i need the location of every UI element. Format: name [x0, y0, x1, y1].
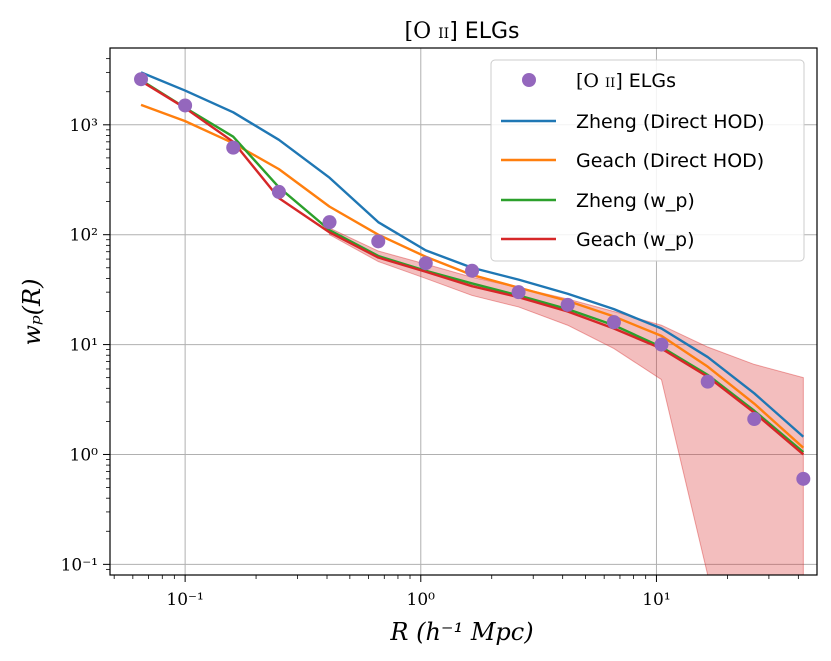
title-rest: ] ELGs [449, 19, 519, 44]
x-axis-label: R (h⁻¹ Mpc) [389, 618, 533, 646]
legend-label-points: [O II] ELGs [576, 70, 676, 92]
data-point [322, 215, 337, 230]
legend-label-geach-wp: Geach (w_p) [576, 229, 695, 251]
ticks-layer: 10⁻¹ 10⁰ 10¹ 10⁻¹ 10⁰ 10¹ 10² 10³ [61, 58, 799, 610]
legend-marker-points [522, 73, 536, 87]
data-point [747, 412, 762, 427]
data-point [418, 256, 433, 271]
data-point [178, 98, 193, 113]
title-bracket: [O [405, 19, 439, 44]
y-tick-label: 10¹ [70, 336, 98, 356]
y-axis-label: wₚ(R) [18, 279, 46, 346]
legend-label-zheng-wp: Zheng (w_p) [576, 190, 695, 212]
legend-label-zheng-direct: Zheng (Direct HOD) [576, 111, 765, 133]
error-band-layer [329, 227, 804, 576]
x-tick-label: 10⁰ [407, 590, 436, 610]
data-point [511, 285, 526, 300]
legend: [O II] ELGs Zheng (Direct HOD) Geach (Di… [490, 59, 805, 262]
chart-title: [O II] ELGs [405, 19, 520, 44]
data-point [371, 234, 386, 249]
uncertainty-band [329, 227, 804, 576]
data-point [465, 263, 480, 278]
x-tick-label: 10¹ [642, 590, 670, 610]
line-zheng-wp [140, 79, 805, 454]
data-point [560, 297, 575, 312]
y-tick-label: 10⁰ [70, 445, 99, 465]
title-ion: II [438, 26, 449, 42]
data-point [271, 184, 286, 199]
data-point [606, 315, 621, 330]
y-tick-label: 10⁻¹ [61, 555, 98, 575]
points-layer [134, 72, 811, 486]
data-point [700, 374, 715, 389]
line-geach-wp [140, 80, 805, 456]
legend-box [490, 59, 805, 262]
data-point [654, 337, 669, 352]
y-tick-label: 10² [70, 226, 98, 246]
data-point [796, 471, 811, 486]
data-point [134, 72, 149, 87]
x-tick-label: 10⁻¹ [166, 590, 203, 610]
data-point [226, 140, 241, 155]
y-tick-label: 10³ [70, 116, 98, 136]
legend-label-geach-direct: Geach (Direct HOD) [576, 150, 764, 172]
